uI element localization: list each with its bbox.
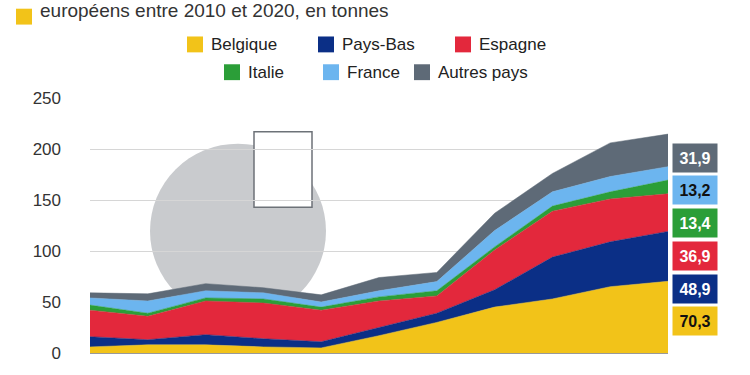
svg-text:Autres pays: Autres pays	[438, 63, 528, 82]
svg-text:européens entre 2010 et 2020,: européens entre 2010 et 2020, en tonnes	[40, 0, 389, 21]
svg-text:Belgique: Belgique	[211, 35, 277, 54]
svg-text:250: 250	[33, 89, 61, 108]
svg-text:France: France	[347, 63, 400, 82]
svg-text:200: 200	[33, 140, 61, 159]
svg-text:13,2: 13,2	[679, 182, 710, 199]
svg-text:48,9: 48,9	[679, 281, 710, 298]
svg-text:50: 50	[42, 293, 61, 312]
svg-text:Pays-Bas: Pays-Bas	[342, 35, 415, 54]
svg-text:13,4: 13,4	[679, 215, 710, 232]
svg-text:Italie: Italie	[248, 63, 284, 82]
svg-text:36,9: 36,9	[679, 248, 710, 265]
svg-text:31,9: 31,9	[679, 150, 710, 167]
svg-text:Espagne: Espagne	[479, 35, 546, 54]
svg-text:100: 100	[33, 242, 61, 261]
svg-text:150: 150	[33, 191, 61, 210]
svg-text:0: 0	[52, 344, 61, 363]
svg-text:70,3: 70,3	[679, 313, 710, 330]
